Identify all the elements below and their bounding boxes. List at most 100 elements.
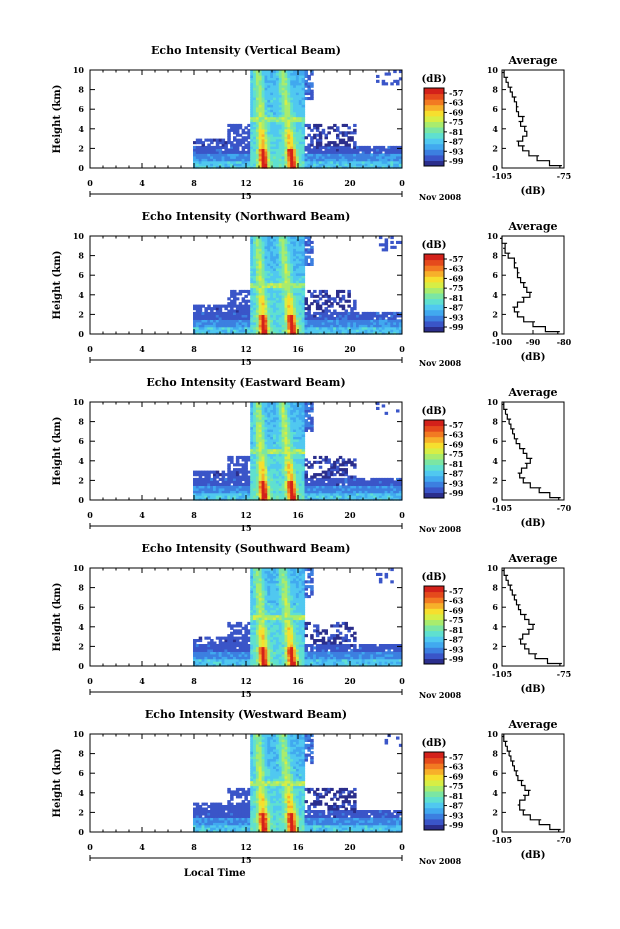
heatmap-cell <box>270 446 274 450</box>
heatmap-cell <box>261 321 266 325</box>
heatmap-cell <box>304 153 308 157</box>
heatmap-cell <box>304 482 308 486</box>
heatmap-cell <box>295 153 300 157</box>
heatmap-cell <box>281 292 286 296</box>
heatmap-cell <box>261 245 266 249</box>
heatmap-cell <box>298 253 303 257</box>
heatmap-cell <box>353 304 357 308</box>
heatmap-cell <box>318 497 323 501</box>
heatmap-cell <box>315 324 320 328</box>
heatmap-cell <box>295 267 300 271</box>
heatmap-cell <box>275 329 280 333</box>
heatmap-cell <box>195 480 200 484</box>
heatmap-cell <box>338 319 343 323</box>
heatmap-cell <box>293 289 297 293</box>
heatmap-cell <box>224 150 228 154</box>
heatmap-cell <box>258 163 263 167</box>
y-tick-label: 4 <box>78 124 84 134</box>
heatmap-cell <box>304 319 308 323</box>
heatmap-cell <box>396 153 400 157</box>
heatmap-cell <box>273 477 277 481</box>
heatmap-cell <box>301 101 306 105</box>
heatmap-cell <box>313 311 317 315</box>
heatmap-cell <box>284 490 288 494</box>
heatmap-cell <box>287 433 291 437</box>
heatmap-cell <box>273 289 277 293</box>
heatmap-cell <box>227 487 231 491</box>
heatmap-cell <box>221 490 226 494</box>
heatmap-cell <box>350 497 354 501</box>
heatmap-cell <box>224 141 228 145</box>
heatmap-cell <box>255 321 260 325</box>
heatmap-cell <box>293 411 297 415</box>
heatmap-cell <box>221 480 226 484</box>
heatmap-cell <box>290 155 294 159</box>
heatmap-cell <box>287 265 291 269</box>
heatmap-cell <box>287 470 291 474</box>
heatmap-cell <box>253 294 257 298</box>
heatmap-cell <box>298 250 303 254</box>
heatmap-cell <box>253 304 257 308</box>
heatmap-cell <box>267 240 271 244</box>
heatmap-cell <box>301 106 306 110</box>
heatmap-cell <box>301 150 306 154</box>
heatmap-cell <box>255 443 260 447</box>
heatmap-cell <box>327 309 331 313</box>
heatmap-cell <box>278 128 283 132</box>
heatmap-cell <box>193 641 197 645</box>
heatmap-cell <box>247 304 251 308</box>
heatmap-cell <box>287 155 291 159</box>
heatmap-cell <box>278 324 283 328</box>
heatmap-cell <box>295 470 300 474</box>
heatmap-cell <box>267 285 271 289</box>
heatmap-cell <box>373 150 377 154</box>
heatmap-cell <box>273 492 277 496</box>
heatmap-cell <box>298 309 303 313</box>
heatmap-cell <box>267 477 271 481</box>
heatmap-cell <box>350 148 354 152</box>
heatmap-cell <box>396 155 400 159</box>
heatmap-cell <box>347 482 351 486</box>
heatmap-cell <box>284 280 288 284</box>
heatmap-cell <box>244 631 248 635</box>
heatmap-cell <box>301 475 306 479</box>
heatmap-cell <box>350 331 354 335</box>
heatmap-cell <box>227 473 231 477</box>
heatmap-cell <box>327 316 331 320</box>
heatmap-cell <box>301 465 306 469</box>
heatmap-cell <box>295 119 300 123</box>
heatmap-cell <box>310 409 314 413</box>
heatmap-cell <box>301 245 306 249</box>
heatmap-cell <box>278 236 283 240</box>
heatmap-cell <box>244 136 248 140</box>
heatmap-cell <box>278 307 283 311</box>
heatmap-cell <box>195 324 200 328</box>
heatmap-cell <box>201 153 205 157</box>
heatmap-cell <box>293 84 297 88</box>
heatmap-cell <box>261 497 266 501</box>
heatmap-cell <box>336 145 340 149</box>
heatmap-cell <box>250 94 254 98</box>
heatmap-cell <box>235 463 240 467</box>
heatmap-cell <box>278 473 283 477</box>
heatmap-cell <box>290 311 294 315</box>
heatmap-cell <box>275 145 280 149</box>
heatmap-cell <box>284 255 288 259</box>
heatmap-cell <box>230 644 234 648</box>
heatmap-cell <box>238 485 243 489</box>
heatmap-cell <box>287 267 291 271</box>
heatmap-cell <box>255 485 260 489</box>
heatmap-cell <box>193 490 197 494</box>
heatmap-cell <box>227 636 231 640</box>
heatmap-cell <box>284 326 288 330</box>
heatmap-cell <box>293 292 297 296</box>
heatmap-cell <box>301 411 306 415</box>
heatmap-cell <box>347 497 351 501</box>
heatmap-cell <box>244 487 248 491</box>
heatmap-cell <box>264 316 268 320</box>
heatmap-cell <box>287 443 291 447</box>
y-tick-label: 4 <box>78 456 84 466</box>
heatmap-cell <box>287 101 291 105</box>
heatmap-cell <box>255 155 260 159</box>
heatmap-cell <box>304 475 308 479</box>
